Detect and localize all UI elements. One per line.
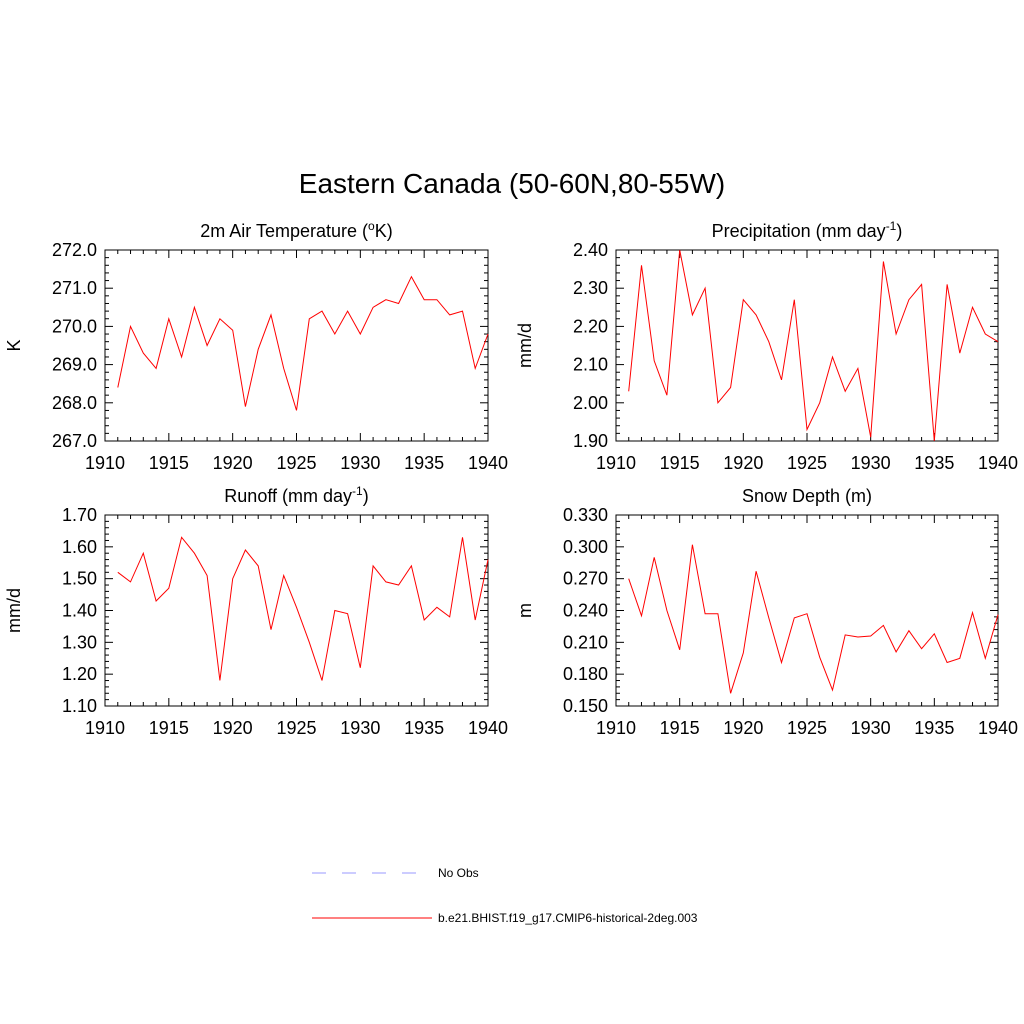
series-line (628, 249, 999, 442)
y-tick-label: 272.0 (52, 240, 97, 260)
plot-frame (615, 249, 999, 442)
y-tick-label: 1.50 (62, 569, 97, 589)
panel-title: Snow Depth (m) (742, 486, 872, 506)
y-tick-label: 268.0 (52, 393, 97, 413)
y-axis-label: K (4, 339, 24, 351)
y-axis-label: mm/d (515, 323, 535, 368)
y-tick-label: 2.40 (573, 240, 608, 260)
y-tick-label: 0.270 (563, 569, 608, 589)
y-tick-label: 1.90 (573, 431, 608, 451)
x-tick-label: 1915 (660, 453, 700, 473)
legend: No Obs b.e21.BHIST.f19_g17.CMIP6-historic… (312, 866, 698, 925)
y-tick-label: 0.210 (563, 632, 608, 652)
plot-frame (615, 514, 999, 707)
x-tick-label: 1920 (213, 453, 253, 473)
x-tick-label: 1915 (149, 718, 189, 738)
panel-3: Runoff (mm day-1) mm/d 1910 1915 1920 1925 193… (4, 484, 508, 738)
legend-label-2: b.e21.BHIST.f19_g17.CMIP6-historical-2de… (438, 911, 698, 925)
series-line (117, 536, 489, 681)
y-tick-label: 0.240 (563, 601, 608, 621)
y-axis-label: m (515, 603, 535, 618)
plot-frame (104, 514, 489, 707)
panel-4: Snow Depth (m) m 1910 1915 1920 1925 1930 1935 1… (515, 486, 1018, 738)
x-tick-label: 1940 (978, 718, 1018, 738)
x-tick-label: 1915 (660, 718, 700, 738)
x-tick-label: 1920 (723, 453, 763, 473)
x-tick-label: 1935 (404, 453, 444, 473)
panel-title: 2m Air Temperature (oK) (200, 219, 392, 241)
x-tick-label: 1920 (213, 718, 253, 738)
x-tick-label: 1915 (149, 453, 189, 473)
series-line (117, 275, 489, 411)
x-tick-label: 1935 (914, 718, 954, 738)
panel-2: Precipitation (mm day-1) mm/d 1910 1915 1920… (515, 219, 1018, 473)
y-tick-label: 1.40 (62, 601, 97, 621)
x-tick-label: 1935 (914, 453, 954, 473)
x-tick-label: 1925 (787, 718, 827, 738)
x-tick-label: 1930 (340, 718, 380, 738)
y-tick-label: 270.0 (52, 316, 97, 336)
y-tick-label: 0.180 (563, 664, 608, 684)
x-tick-label: 1925 (276, 453, 316, 473)
y-tick-label: 271.0 (52, 278, 97, 298)
y-tick-label: 1.20 (62, 664, 97, 684)
panel-1: 2m Air Temperature (oK) K 1910 1915 1920 1925… (4, 219, 508, 473)
y-tick-label: 2.10 (573, 355, 608, 375)
x-tick-label: 1910 (596, 718, 636, 738)
panel-title: Runoff (mm day-1) (224, 484, 368, 506)
y-tick-label: 0.150 (563, 696, 608, 716)
x-tick-label: 1930 (851, 718, 891, 738)
panel-title: Precipitation (mm day-1) (712, 219, 903, 241)
x-tick-label: 1930 (340, 453, 380, 473)
y-tick-label: 1.60 (62, 537, 97, 557)
y-tick-label: 0.300 (563, 537, 608, 557)
x-tick-label: 1930 (851, 453, 891, 473)
x-tick-label: 1910 (85, 453, 125, 473)
y-tick-label: 1.30 (62, 632, 97, 652)
x-tick-label: 1920 (723, 718, 763, 738)
x-tick-label: 1940 (468, 718, 508, 738)
y-tick-label: 2.30 (573, 278, 608, 298)
figure-title: Eastern Canada (50-60N,80-55W) (298, 168, 726, 199)
series-line (628, 544, 999, 694)
x-tick-label: 1940 (978, 453, 1018, 473)
y-tick-label: 267.0 (52, 431, 97, 451)
y-tick-label: 1.70 (62, 505, 97, 525)
y-axis-label: mm/d (4, 588, 24, 633)
x-tick-label: 1910 (596, 453, 636, 473)
x-tick-label: 1910 (85, 718, 125, 738)
y-tick-label: 2.00 (573, 393, 608, 413)
y-tick-label: 269.0 (52, 355, 97, 375)
y-tick-label: 0.330 (563, 505, 608, 525)
x-tick-label: 1935 (404, 718, 444, 738)
y-tick-label: 1.10 (62, 696, 97, 716)
legend-label-1: No Obs (438, 866, 479, 880)
x-tick-label: 1940 (468, 453, 508, 473)
x-tick-label: 1925 (787, 453, 827, 473)
x-tick-label: 1925 (276, 718, 316, 738)
y-tick-label: 2.20 (573, 316, 608, 336)
